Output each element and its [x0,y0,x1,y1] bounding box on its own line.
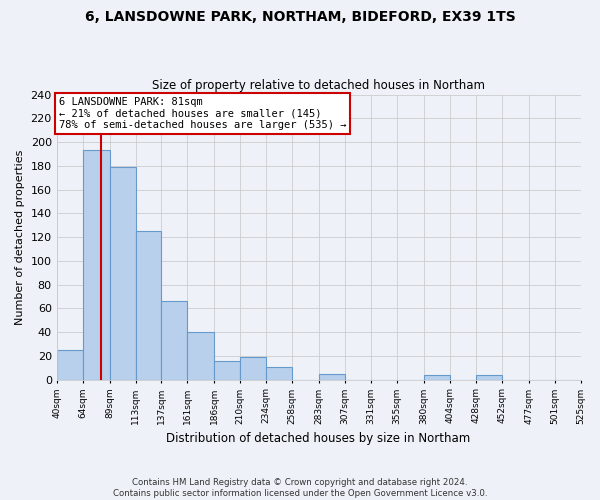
Bar [56,350,83,380]
Bar [319,374,345,380]
Text: 6, LANSDOWNE PARK, NORTHAM, BIDEFORD, EX39 1TS: 6, LANSDOWNE PARK, NORTHAM, BIDEFORD, EX… [85,10,515,24]
Y-axis label: Number of detached properties: Number of detached properties [15,150,25,325]
Bar [214,360,240,380]
X-axis label: Distribution of detached houses by size in Northam: Distribution of detached houses by size … [166,432,471,445]
Title: Size of property relative to detached houses in Northam: Size of property relative to detached ho… [152,79,485,92]
Text: 6 LANSDOWNE PARK: 81sqm
← 21% of detached houses are smaller (145)
78% of semi-d: 6 LANSDOWNE PARK: 81sqm ← 21% of detache… [59,97,346,130]
Bar [476,375,502,380]
Bar [187,332,214,380]
Bar [110,167,136,380]
Bar [136,231,161,380]
Bar [240,357,266,380]
Text: Contains HM Land Registry data © Crown copyright and database right 2024.
Contai: Contains HM Land Registry data © Crown c… [113,478,487,498]
Bar [424,375,450,380]
Bar [266,366,292,380]
Bar [161,302,187,380]
Bar [83,150,110,380]
